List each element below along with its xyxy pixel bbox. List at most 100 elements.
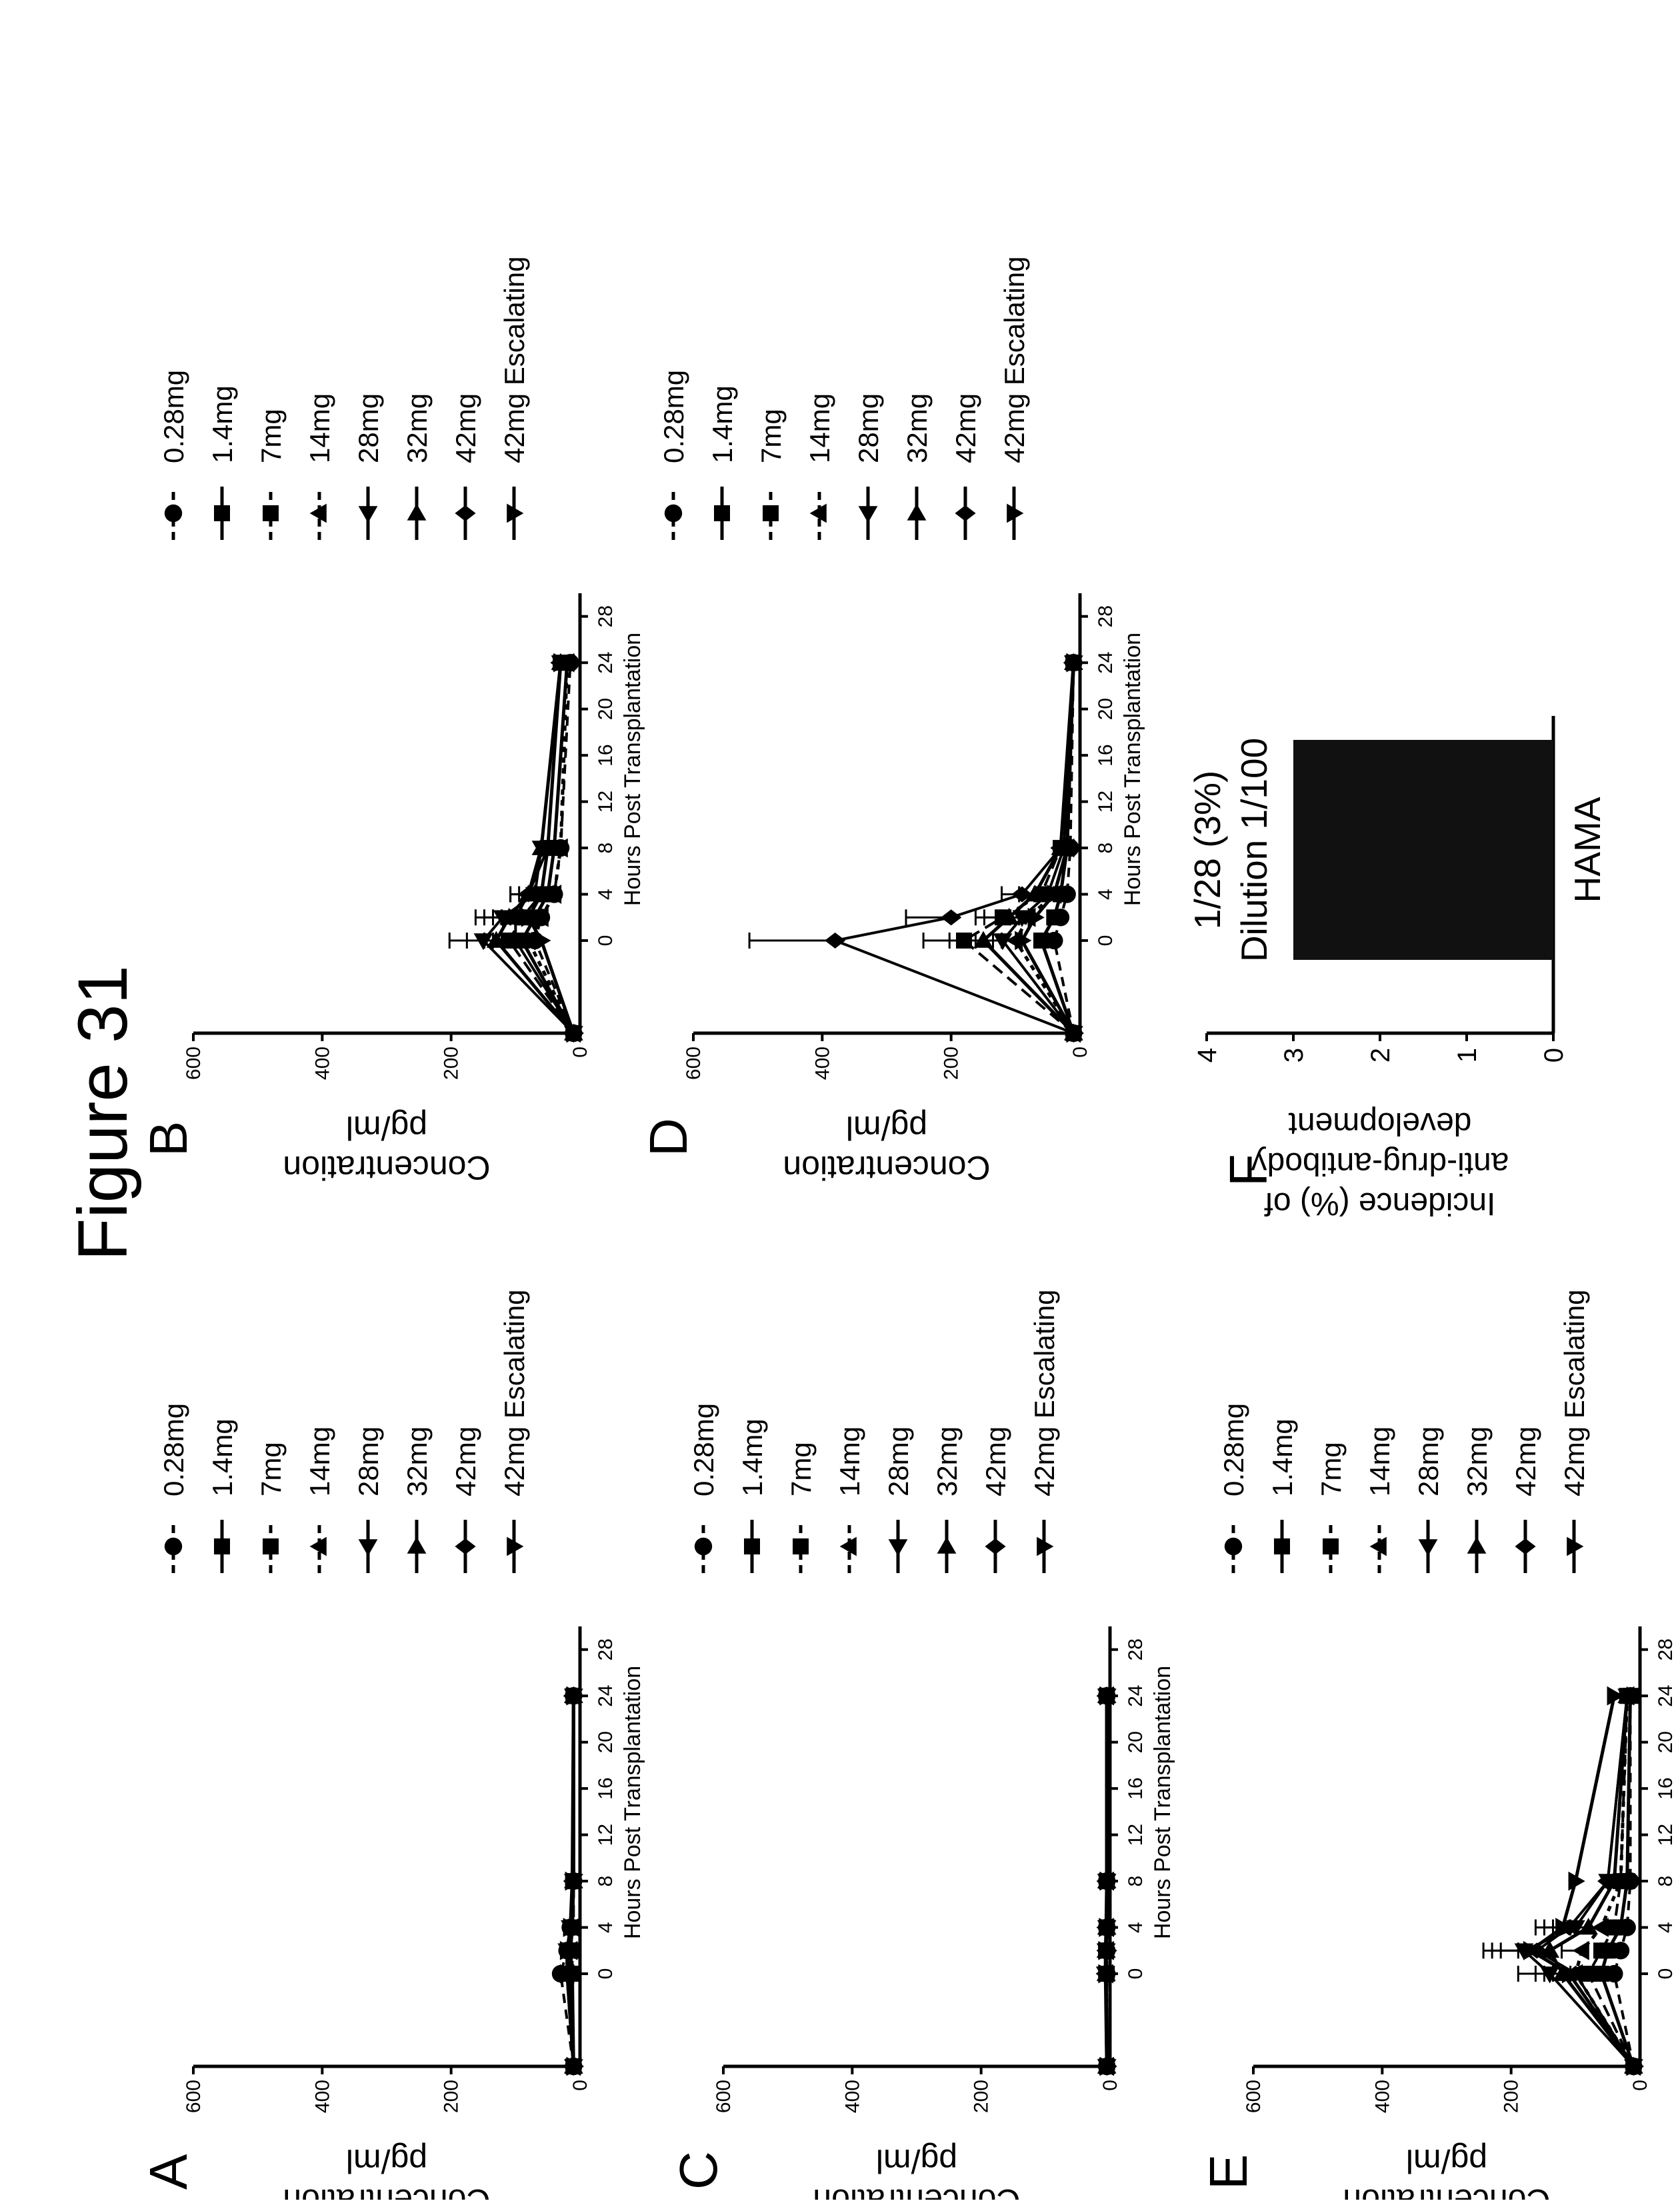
y-axis-title-line: Incidence (%) of <box>1264 1186 1495 1221</box>
legend-label: 32mg <box>901 393 933 463</box>
x-tick-label: 20 <box>595 698 617 720</box>
x-tick-label: 28 <box>595 605 617 627</box>
x-tick-label: 0 <box>1095 935 1117 947</box>
x-tick-label: 20 <box>1095 698 1117 720</box>
x-tick-label: 12 <box>595 1824 617 1846</box>
x-tick-label: 4 <box>1655 1922 1677 1933</box>
x-tick-label: 12 <box>595 791 617 813</box>
legend-label: 42mg Escalating <box>1029 1289 1060 1496</box>
legend-label: 7mg <box>785 1442 817 1496</box>
bar-hama <box>1293 740 1553 960</box>
legend-label: 14mg <box>304 393 335 463</box>
y-tick-label: 400 <box>841 2080 863 2113</box>
y-tick-label: 0 <box>569 2080 591 2091</box>
legend-label: 0.28mg <box>158 1403 189 1496</box>
x-axis-title: Hours Post Transplantation <box>620 1666 645 1939</box>
x-tick-label: 0 <box>1655 1968 1677 1980</box>
legend-label: 0.28mg <box>658 370 689 463</box>
x-tick-label: 8 <box>595 843 617 854</box>
legend-label: 42mg Escalating <box>499 256 530 463</box>
y-tick-label: 0 <box>1069 1047 1091 1058</box>
x-tick-label: 28 <box>595 1638 617 1660</box>
x-tick-label: 20 <box>1655 1731 1677 1753</box>
panel-label: A <box>139 2154 198 2190</box>
y-axis-title-line: pg/ml <box>346 1109 427 1146</box>
legend-marker <box>1225 1538 1242 1555</box>
x-tick-label: 24 <box>1125 1685 1147 1707</box>
y-axis-title-line: Concentration <box>813 2182 1020 2200</box>
y-axis-title-line: pg/ml <box>876 2142 957 2180</box>
y-axis-title-line: anti-drug-antibody <box>1251 1146 1509 1181</box>
legend-label: 42mg <box>980 1426 1011 1496</box>
legend-label: 7mg <box>255 1442 287 1496</box>
x-tick-label: 28 <box>1125 1638 1147 1660</box>
legend-marker <box>744 1538 760 1554</box>
data-point <box>1593 1942 1609 1958</box>
y-tick-label: 400 <box>811 1047 833 1080</box>
legend-label: 42mg <box>450 393 481 463</box>
legend-label: 7mg <box>1315 1442 1347 1496</box>
x-tick-label: 16 <box>595 744 617 766</box>
legend-label: 28mg <box>353 1426 384 1496</box>
legend-label: 42mg <box>1510 1426 1541 1496</box>
legend-label: 42mg Escalating <box>499 1289 530 1496</box>
x-tick-label: 0 <box>1125 1968 1147 1980</box>
x-tick-label: 20 <box>595 1731 617 1753</box>
x-tick-label: 16 <box>1655 1777 1677 1799</box>
legend-label: 1.4mg <box>707 385 738 463</box>
y-tick-label: 600 <box>1243 2080 1265 2113</box>
y-tick-label: 2 <box>1366 1048 1395 1063</box>
x-tick-label: 8 <box>1655 1876 1677 1887</box>
legend-label: 32mg <box>931 1426 963 1496</box>
x-tick-label: 24 <box>1095 652 1117 674</box>
panel-label: D <box>639 1118 698 1156</box>
y-axis-title-line: development <box>1289 1106 1472 1141</box>
legend-label: 0.28mg <box>688 1403 719 1496</box>
legend-marker <box>214 505 230 521</box>
legend-marker <box>793 1538 809 1554</box>
legend-label: 14mg <box>804 393 835 463</box>
y-tick-label: 1 <box>1453 1048 1482 1063</box>
y-tick-label: 200 <box>441 1047 463 1080</box>
y-tick-label: 600 <box>183 1047 205 1080</box>
x-tick-label: 4 <box>1095 889 1117 900</box>
x-tick-label: 4 <box>595 1922 617 1933</box>
legend-marker <box>214 1538 230 1554</box>
x-tick-label: 4 <box>1125 1922 1147 1933</box>
x-tick-label: 8 <box>1125 1876 1147 1887</box>
data-point <box>1033 933 1049 949</box>
legend-marker <box>1274 1538 1290 1554</box>
legend-label: 28mg <box>1413 1426 1444 1496</box>
y-tick-label: 200 <box>941 1047 963 1080</box>
x-tick-label: 12 <box>1125 1824 1147 1846</box>
legend-marker <box>165 505 182 522</box>
x-axis-title: Hours Post Transplantation <box>1120 633 1145 906</box>
y-tick-label: 400 <box>311 1047 333 1080</box>
x-tick-label: 12 <box>1655 1824 1677 1846</box>
x-tick-label: 20 <box>1125 1731 1147 1753</box>
y-axis-title-line: Concentration <box>1343 2182 1550 2200</box>
legend-marker <box>763 505 779 521</box>
legend-marker <box>1323 1538 1339 1554</box>
x-axis-title: Hours Post Transplantation <box>620 633 645 906</box>
x-tick-label: 16 <box>1125 1777 1147 1799</box>
y-tick-label: 4 <box>1193 1048 1222 1063</box>
panel-label: C <box>669 2151 728 2190</box>
legend-label: 7mg <box>255 409 287 463</box>
legend-label: 42mg Escalating <box>1559 1289 1590 1496</box>
bar-annotation: Dilution 1/100 <box>1233 738 1275 962</box>
y-tick-label: 0 <box>1099 2080 1121 2091</box>
x-axis-title: Hours Post Transplantation <box>1150 1666 1175 1939</box>
data-point <box>1606 1920 1622 1936</box>
legend-marker <box>665 505 682 522</box>
legend-label: 1.4mg <box>737 1418 768 1496</box>
x-tick-label: 24 <box>595 1685 617 1707</box>
legend-marker <box>165 1538 182 1555</box>
legend-label: 14mg <box>834 1426 865 1496</box>
figure-title: Figure 31 <box>64 965 142 1261</box>
legend-label: 28mg <box>353 393 384 463</box>
y-tick-label: 400 <box>311 2080 333 2113</box>
legend-label: 14mg <box>1364 1426 1395 1496</box>
